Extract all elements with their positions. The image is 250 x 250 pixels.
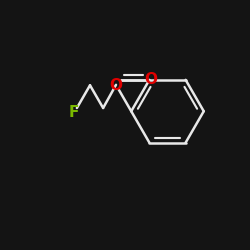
- Text: O: O: [144, 72, 158, 87]
- Text: O: O: [110, 78, 123, 93]
- Text: F: F: [69, 105, 79, 120]
